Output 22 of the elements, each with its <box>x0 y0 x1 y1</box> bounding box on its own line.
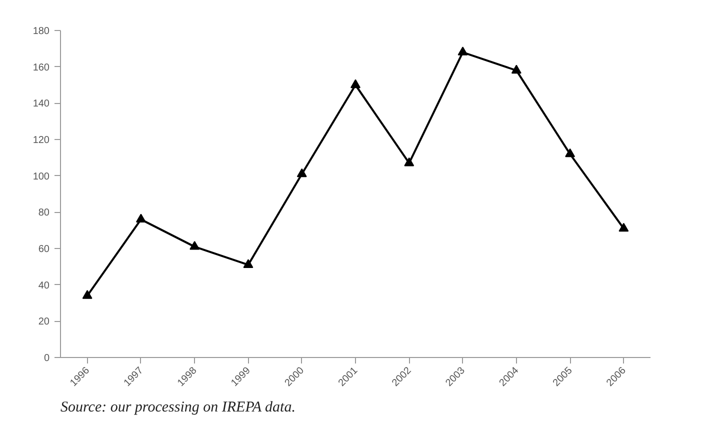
y-tick-label: 0 <box>44 353 50 364</box>
y-tick-label: 160 <box>32 62 50 74</box>
y-tick-label: 80 <box>38 208 50 219</box>
y-tick-label: 60 <box>38 244 50 255</box>
point <box>82 290 92 299</box>
point <box>404 157 414 166</box>
point <box>565 148 576 158</box>
y-tick-label: 120 <box>32 135 50 146</box>
point <box>136 214 146 223</box>
y-tick-label: 40 <box>38 280 50 292</box>
point <box>618 222 629 232</box>
point <box>511 64 522 74</box>
point <box>243 259 254 268</box>
point <box>190 240 200 250</box>
y-tick-label: 100 <box>32 171 50 182</box>
y-tick-label: 180 <box>32 26 50 37</box>
y-tick-label: 20 <box>38 316 50 328</box>
point <box>296 168 307 178</box>
point <box>350 79 360 88</box>
point <box>458 46 468 56</box>
source-note: Source: our processing on IREPA data. <box>60 400 296 416</box>
y-tick-label: 140 <box>32 98 50 110</box>
